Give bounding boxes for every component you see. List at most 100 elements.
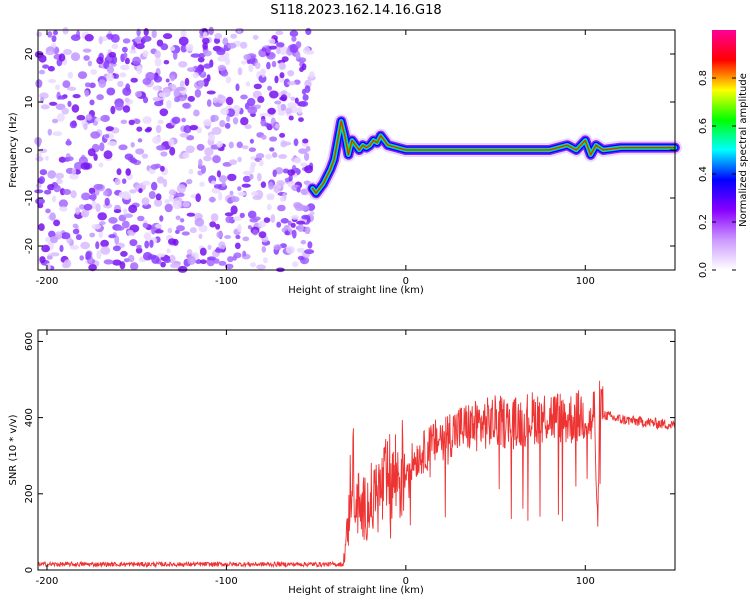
noise-blob [122, 87, 132, 96]
noise-blob [248, 147, 257, 152]
noise-blob [277, 103, 282, 112]
noise-blob [177, 265, 188, 273]
noise-blob [172, 200, 182, 210]
noise-blob [304, 226, 311, 235]
noise-blob [221, 181, 226, 187]
noise-blob [58, 156, 67, 163]
spectrogram-y-ticks: -20 -10 0 10 20 [24, 48, 675, 254]
noise-blob [276, 46, 281, 55]
noise-blob [151, 181, 158, 191]
noise-blob [180, 29, 187, 37]
noise-blob [187, 255, 196, 265]
x-tick-label: -100 [215, 576, 238, 587]
noise-blob [243, 54, 251, 61]
snr-panel: -200 -100 0 100 0 200 400 600 Height of straig… [8, 329, 676, 596]
noise-blob [208, 196, 216, 203]
noise-blob [279, 72, 285, 79]
noise-blob [208, 26, 214, 36]
noise-blob [146, 126, 153, 132]
noise-blob [252, 195, 262, 200]
colorbar-ticks: 0.0 0.2 0.4 0.6 0.8 [698, 70, 736, 278]
noise-blob [269, 136, 278, 142]
noise-blob [47, 65, 55, 72]
noise-blob [247, 106, 258, 115]
noise-blob [123, 258, 130, 263]
noise-blob [301, 214, 311, 220]
noise-blob [69, 120, 78, 129]
noise-blob [225, 96, 234, 106]
noise-blob [96, 56, 104, 65]
noise-blob [48, 78, 57, 84]
noise-blob [84, 82, 91, 88]
noise-blob [143, 232, 151, 241]
noise-blob [120, 119, 128, 125]
noise-blob [72, 223, 79, 229]
noise-blob [225, 57, 231, 66]
noise-blob [50, 252, 60, 257]
noise-blob [135, 247, 143, 254]
x-tick-label: 100 [576, 576, 595, 587]
y-tick-label: 20 [24, 48, 35, 61]
noise-blob [60, 232, 71, 240]
noise-blob [89, 82, 96, 89]
noise-blob [274, 100, 282, 105]
noise-blob [231, 196, 240, 203]
noise-blob [113, 209, 122, 214]
noise-blob [170, 74, 176, 82]
noise-region [34, 26, 316, 273]
noise-blob [215, 223, 221, 230]
noise-blob [87, 60, 93, 67]
noise-blob [266, 193, 275, 199]
noise-blob [274, 167, 284, 175]
noise-blob [268, 181, 274, 190]
noise-blob [63, 49, 73, 55]
noise-blob [89, 99, 95, 106]
noise-blob [287, 81, 296, 86]
noise-blob [252, 34, 259, 40]
noise-blob [178, 61, 188, 68]
noise-blob [130, 262, 139, 271]
noise-blob [112, 245, 121, 252]
noise-blob [297, 255, 305, 261]
colorbar-tick-label: 0.8 [698, 70, 709, 86]
noise-blob [93, 153, 98, 161]
noise-blob [75, 207, 81, 215]
noise-blob [124, 153, 134, 160]
noise-blob [242, 250, 247, 257]
noise-blob [290, 96, 296, 101]
noise-blob [168, 238, 177, 245]
noise-blob [302, 94, 309, 101]
noise-blob [176, 225, 185, 232]
noise-blob [155, 193, 162, 201]
noise-blob [254, 62, 261, 70]
noise-blob [162, 178, 168, 188]
snr-frame [37, 329, 676, 571]
noise-blob [197, 214, 203, 219]
noise-blob [83, 203, 93, 211]
noise-blob [127, 229, 134, 236]
noise-blob [136, 28, 141, 37]
noise-blob [55, 103, 66, 111]
noise-blob [283, 78, 291, 88]
noise-blob [108, 234, 116, 239]
noise-blob [81, 192, 91, 201]
noise-blob [213, 37, 221, 44]
noise-blob [114, 235, 120, 245]
noise-blob [237, 156, 242, 163]
noise-blob [194, 217, 205, 227]
noise-blob [168, 138, 175, 147]
noise-blob [122, 105, 131, 113]
noise-blob [203, 119, 212, 127]
noise-blob [154, 229, 164, 234]
noise-blob [184, 77, 190, 87]
noise-blob [135, 43, 145, 50]
noise-blob [160, 151, 168, 157]
noise-blob [71, 104, 80, 113]
noise-blob [178, 36, 189, 46]
noise-blob [110, 105, 116, 115]
noise-blob [51, 35, 57, 43]
noise-blob [266, 61, 271, 70]
noise-blob [216, 231, 224, 239]
snr-x-axis-label: Height of straight line (km) [288, 585, 424, 596]
noise-blob [57, 95, 67, 100]
